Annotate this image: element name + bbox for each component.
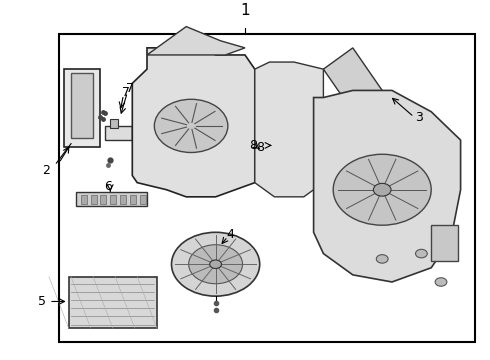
Text: 7: 7 (122, 86, 130, 99)
Text: 3: 3 (415, 111, 423, 123)
Bar (76, 192, 147, 206)
Circle shape (189, 245, 243, 284)
Bar (81, 195, 87, 204)
Text: 6: 6 (104, 180, 112, 193)
Bar (431, 225, 458, 261)
Bar (130, 195, 136, 204)
Text: 5: 5 (38, 295, 46, 308)
Circle shape (373, 183, 391, 196)
Circle shape (210, 260, 221, 269)
Polygon shape (147, 27, 245, 55)
Bar (120, 195, 126, 204)
Circle shape (333, 154, 431, 225)
Polygon shape (314, 90, 461, 282)
Circle shape (435, 278, 447, 286)
Bar (64, 69, 100, 147)
Bar (110, 119, 118, 128)
Bar (69, 276, 157, 328)
Text: 1: 1 (240, 3, 250, 18)
Text: 8: 8 (256, 141, 264, 154)
Polygon shape (255, 62, 323, 197)
Circle shape (376, 255, 388, 263)
Bar (105, 126, 132, 140)
Bar (91, 195, 97, 204)
Circle shape (154, 99, 228, 153)
Polygon shape (132, 48, 255, 197)
Bar (140, 195, 146, 204)
Circle shape (416, 249, 427, 258)
Text: 8: 8 (249, 139, 257, 152)
Text: 2: 2 (43, 164, 50, 177)
Text: 7: 7 (126, 82, 134, 95)
Circle shape (172, 232, 260, 296)
Bar (59, 34, 475, 342)
Text: 4: 4 (226, 228, 234, 240)
Bar (110, 195, 116, 204)
Bar (100, 195, 106, 204)
Bar (71, 73, 93, 138)
Polygon shape (323, 48, 382, 112)
